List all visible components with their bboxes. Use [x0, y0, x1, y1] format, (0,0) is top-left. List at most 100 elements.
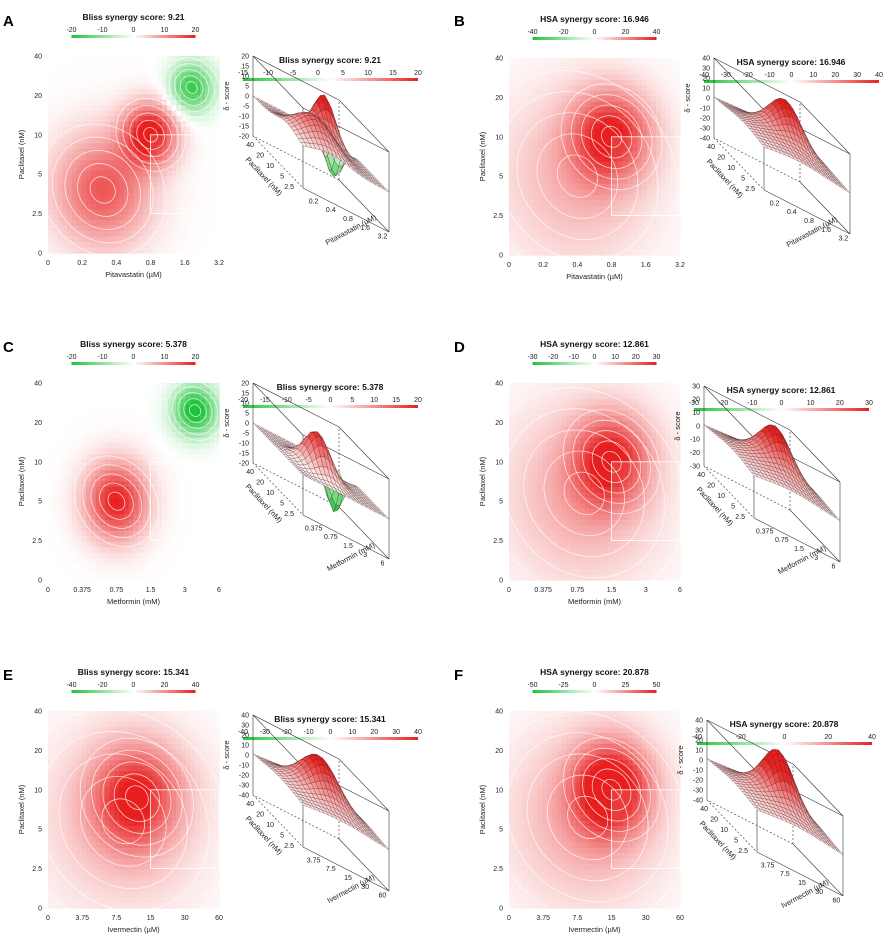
heatmap-cell [642, 216, 648, 223]
heatmap-cell [166, 132, 173, 139]
heatmap-cell [561, 79, 567, 86]
heatmap-cell [547, 101, 553, 108]
heatmap-cell [537, 189, 543, 196]
heatmap-cell [528, 183, 534, 190]
heatmap-cell [570, 200, 577, 207]
heatmap-cell [185, 220, 192, 227]
heatmap-cell [67, 83, 73, 90]
heatmap-cell [109, 203, 116, 210]
heatmap-cell [143, 181, 149, 188]
heatmap-cell [119, 437, 125, 444]
heatmap-cell [623, 211, 629, 218]
heatmap-cell [670, 145, 676, 152]
heatmap-cell [48, 421, 54, 428]
heatmap-cell [190, 558, 196, 565]
heatmap-cell [143, 105, 149, 112]
heatmap-cell [532, 58, 539, 65]
heatmap-cell [124, 481, 130, 488]
heatmap-cell [528, 58, 534, 65]
heatmap-cell [670, 183, 676, 190]
heatmap-cell [76, 443, 82, 450]
heatmap-cell [551, 244, 558, 251]
heatmap-cell [152, 170, 158, 177]
heatmap-cell [509, 68, 515, 76]
heatmap-cell [575, 211, 581, 218]
heatmap-cell [147, 541, 154, 548]
heatmap-cell [138, 558, 144, 565]
heatmap-cell [76, 225, 82, 232]
heatmap-cell [651, 178, 657, 185]
heatmap-cell [114, 132, 120, 139]
heatmap-cell [209, 563, 215, 570]
heatmap-cell [523, 222, 529, 229]
heatmap-cell [157, 127, 163, 134]
heatmap-cell [670, 216, 676, 223]
heatmap-cell [599, 85, 605, 92]
heatmap-cell [204, 220, 211, 227]
heatmap-cell [133, 83, 139, 90]
heatmap-y-label: Paclitaxel (nM) [478, 131, 487, 181]
heatmap-cell [523, 112, 529, 119]
heatmap-cell [52, 486, 59, 494]
heatmap-cell [171, 448, 177, 455]
heatmap-cell [152, 94, 158, 101]
heatmap-cell [143, 508, 149, 515]
surface-z-tick: -20 [700, 115, 710, 122]
heatmap-cell [185, 547, 192, 554]
heatmap-cell [190, 94, 196, 101]
heatmap-cell [124, 437, 130, 444]
heatmap-cell [67, 547, 73, 554]
heatmap-cell [665, 107, 672, 114]
heatmap-cell [209, 214, 215, 221]
heatmap-cell [100, 83, 106, 90]
heatmap-cell [76, 159, 82, 167]
heatmap-cell [670, 151, 676, 158]
heatmap-cell [157, 154, 163, 161]
heatmap-cell [67, 536, 73, 543]
heatmap-cell [86, 443, 92, 450]
heatmap-cell [181, 159, 187, 167]
surface-z-label: δ - score [222, 81, 231, 110]
surface-mesh [713, 96, 851, 194]
heatmap-cell [76, 574, 82, 581]
heatmap-cell [52, 72, 59, 79]
heatmap-cell [105, 94, 111, 101]
heatmap-cell [627, 63, 634, 70]
heatmap-cell [542, 151, 548, 158]
heatmap-cell [143, 66, 149, 74]
heatmap-y-tick: 0 [38, 578, 42, 585]
heatmap-cell [119, 105, 125, 112]
heatmap-cell [190, 110, 196, 117]
heatmap-cell [623, 58, 629, 65]
heatmap-cell [119, 432, 125, 439]
heatmap-cell [513, 238, 520, 245]
heatmap-cell [48, 138, 54, 145]
heatmap-cell [176, 187, 182, 194]
heatmap-cell [157, 236, 163, 243]
heatmap-cell [119, 83, 125, 90]
heatmap-cell [594, 233, 600, 240]
heatmap-cell [76, 525, 82, 532]
heatmap-cell [133, 72, 139, 79]
heatmap-cell [100, 247, 106, 254]
heatmap-cell [190, 563, 196, 570]
color-bar-tick: 0 [593, 29, 597, 36]
heatmap-cell [599, 156, 605, 163]
heatmap-cell [214, 138, 220, 145]
heatmap-cell [195, 547, 201, 554]
heatmap-cell [632, 249, 638, 256]
heatmap-cell [661, 151, 667, 158]
heatmap-cell [48, 181, 54, 188]
heatmap-cell [109, 88, 116, 95]
heatmap-cell [166, 558, 173, 565]
heatmap-cell [195, 242, 201, 249]
heatmap-cell [57, 225, 63, 232]
heatmap-cell [200, 187, 206, 194]
heatmap-cell [651, 85, 657, 92]
heatmap-cell [128, 72, 135, 79]
heatmap-cell [200, 574, 206, 581]
heatmap-cell [637, 134, 643, 141]
heatmap-cell [133, 547, 139, 554]
contour-line [39, 123, 167, 257]
heatmap-cell [594, 151, 600, 158]
